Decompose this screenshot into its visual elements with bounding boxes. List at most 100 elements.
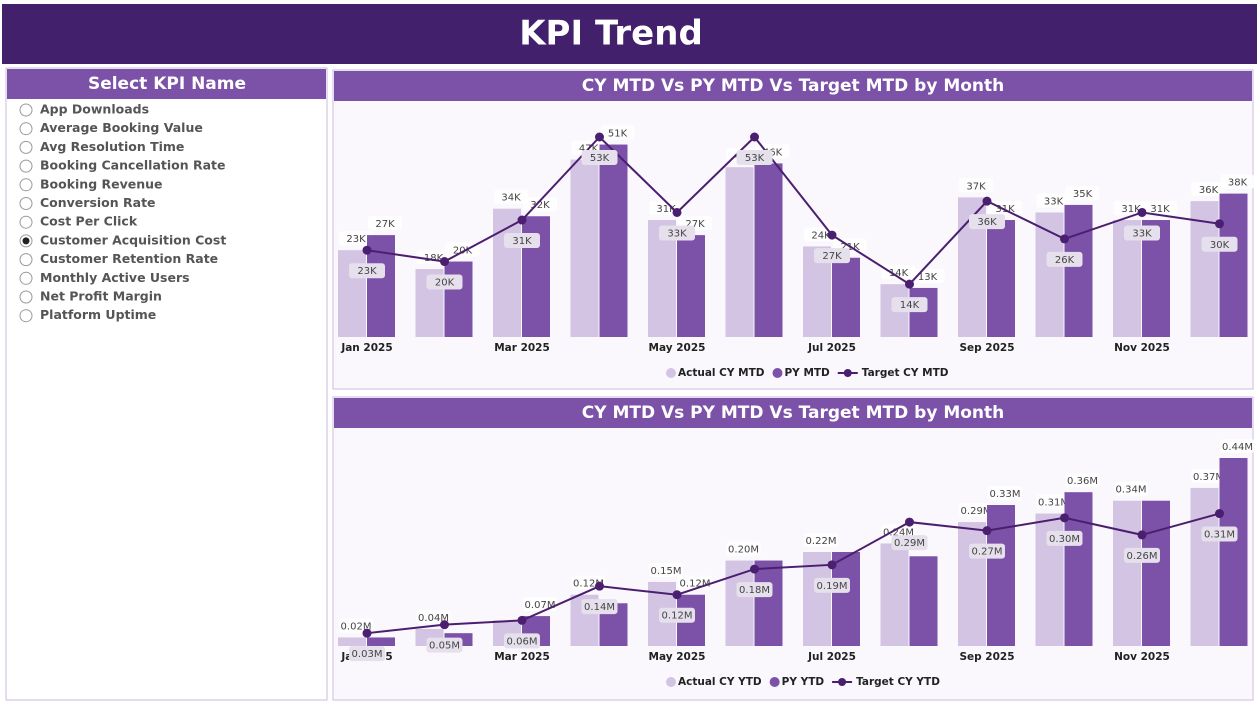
label-box (659, 225, 695, 241)
label-box (814, 248, 850, 264)
line-point (517, 215, 527, 225)
bar (677, 235, 705, 337)
radio-button[interactable] (19, 140, 33, 154)
radio-button[interactable] (19, 178, 33, 192)
radio-dot (22, 237, 30, 245)
data-label: 0.34M (1116, 485, 1147, 496)
data-label: 0.12M (680, 579, 711, 590)
bar (754, 163, 783, 337)
slicer-item[interactable]: Monthly Active Users (40, 270, 190, 285)
line (366, 512, 1220, 635)
label-bg (959, 178, 993, 193)
chart-title-bar (334, 71, 1252, 101)
radio-button[interactable] (19, 122, 33, 136)
bar (1219, 193, 1248, 337)
data-label: 37K (966, 181, 986, 192)
data-label: 0.36M (1067, 476, 1098, 487)
slicer-item[interactable]: Cost Per Click (40, 214, 138, 229)
label-box (1124, 225, 1160, 241)
legend-label: Actual CY MTD (678, 367, 765, 379)
x-tick-label: Jul 2025 (807, 651, 856, 663)
x-tick-label: Sep 2025 (959, 342, 1014, 354)
line-point (905, 517, 914, 527)
slicer-item[interactable]: Booking Revenue (40, 176, 163, 191)
slicer-item[interactable]: App Downloads (40, 102, 149, 117)
x-tick-label: Nov 2025 (1114, 651, 1170, 663)
bar (958, 522, 986, 646)
slicer-item[interactable]: Net Profit Margin (40, 289, 162, 304)
data-label: 13K (918, 272, 938, 283)
radio-button[interactable] (19, 197, 33, 210)
label-box (349, 263, 385, 279)
bar (909, 556, 938, 646)
slicer-item[interactable]: Conversion Rate (40, 195, 156, 210)
line-point (1060, 234, 1069, 244)
label-bg (1036, 193, 1071, 208)
label-box (736, 582, 773, 598)
bar (599, 144, 628, 337)
slicer-item[interactable]: Platform Uptime (40, 307, 156, 322)
slicer-item[interactable]: Customer Retention Rate (40, 251, 218, 266)
radio-button[interactable] (19, 103, 33, 117)
label-bg (1220, 439, 1255, 453)
radio-button[interactable] (19, 309, 33, 323)
line-point (595, 132, 604, 142)
label-box (1201, 526, 1238, 542)
data-label: 53K (745, 153, 765, 164)
data-label: 38K (1228, 178, 1248, 189)
slicer-item[interactable]: Average Booking Value (40, 120, 203, 135)
data-label: 18K (424, 253, 444, 264)
label-box (1201, 236, 1238, 252)
legend-swatch (838, 678, 847, 686)
data-label: 24K (811, 230, 831, 241)
data-label: 31K (512, 236, 532, 247)
label-box (969, 214, 1005, 230)
label-bg (726, 541, 761, 556)
line-point (517, 615, 527, 625)
slicer-item[interactable]: Customer Acquisition Cost (40, 232, 226, 247)
radio-button[interactable] (19, 215, 33, 229)
legend-label: PY YTD (782, 676, 825, 688)
chart-title: CY MTD Vs PY MTD Vs Target MTD by Month (582, 403, 1005, 423)
line-point (1137, 207, 1147, 217)
data-label: 23K (357, 266, 377, 277)
x-tick-label: Mar 2025 (494, 342, 550, 354)
legend-label: PY MTD (784, 367, 830, 379)
label-bg (959, 503, 993, 518)
radio-button[interactable] (19, 253, 33, 267)
data-label: 27K (822, 251, 842, 262)
label-box (736, 150, 773, 165)
legend-swatch (666, 677, 676, 687)
label-box (504, 233, 540, 249)
x-tick-label: May 2025 (649, 342, 706, 354)
data-label: 0.37M (1193, 472, 1224, 483)
data-label: 33K (1044, 196, 1064, 207)
label-bg (1065, 473, 1100, 488)
legend-label: Actual CY YTD (678, 676, 762, 688)
data-label: 0.30M (1049, 534, 1080, 545)
data-label: 35K (1073, 189, 1093, 200)
data-label: 0.02M (341, 621, 372, 632)
bar (1190, 487, 1219, 646)
radio-button[interactable] (19, 159, 33, 173)
radio-button[interactable] (19, 290, 33, 304)
line-point (1215, 509, 1224, 519)
label-box (349, 646, 385, 662)
label-bg (881, 524, 916, 539)
label-bg (523, 197, 557, 212)
data-label: 36K (1199, 185, 1219, 196)
data-label: 31K (1150, 204, 1170, 215)
bar (338, 637, 366, 646)
bar (1142, 500, 1170, 646)
slicer-item[interactable]: Avg Resolution Time (40, 139, 184, 154)
label-bg (804, 533, 838, 547)
line-point (1137, 530, 1147, 540)
radio-button[interactable] (19, 271, 33, 285)
bar (1035, 212, 1064, 337)
line-point (982, 526, 992, 536)
line-point (595, 581, 604, 591)
slicer-item[interactable]: Booking Cancellation Rate (40, 158, 226, 173)
chart-plot-bg (334, 101, 1252, 388)
data-label: 0.27M (972, 547, 1003, 558)
data-label: 31K (1121, 204, 1141, 215)
